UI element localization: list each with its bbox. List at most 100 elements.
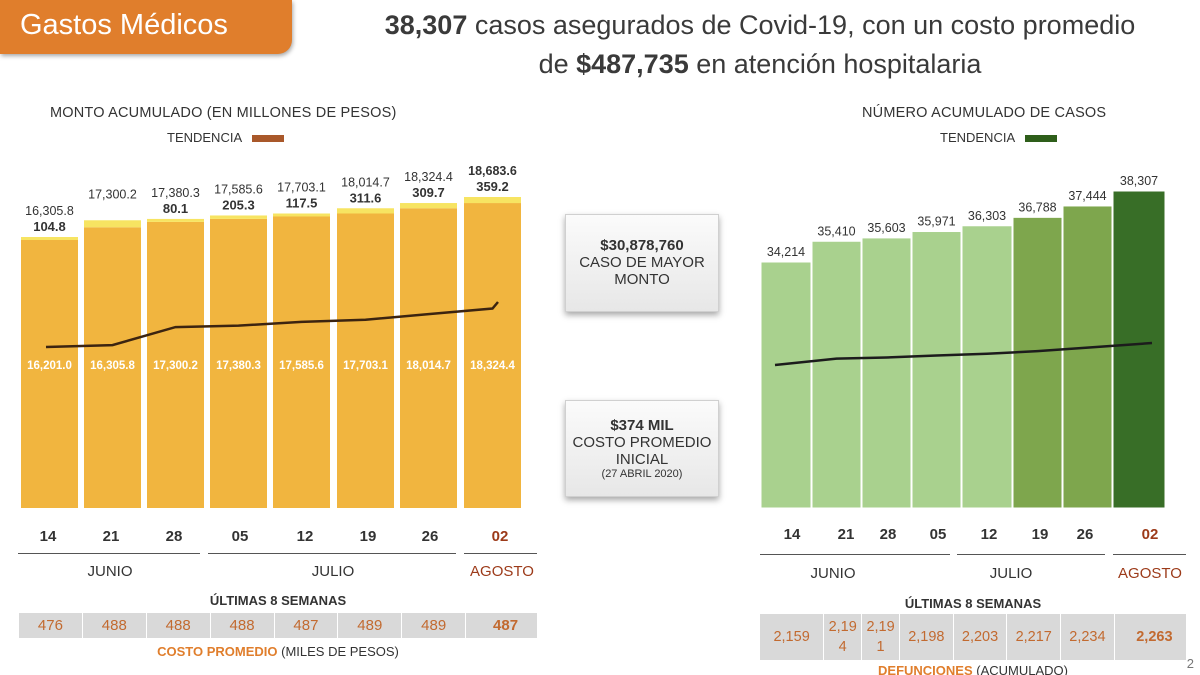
headline-line-1: 38,307 casos asegurados de Covid-19, con… (330, 6, 1190, 45)
cases-label: 36,303 (968, 209, 1006, 223)
cases-label: 36,788 (1018, 200, 1056, 214)
amount-bar (84, 227, 141, 509)
cases-bar (911, 231, 962, 509)
left-june-divider (18, 553, 200, 554)
base-amount-label: 17,585.6 (279, 360, 324, 372)
left-week-cell: 487 (493, 617, 519, 634)
cases-label: 35,971 (917, 215, 955, 229)
left-day-label: 19 (359, 528, 377, 545)
left-day-label: 26 (421, 528, 439, 545)
right-weeks-strip: 2,159 2,19 4 2,19 1 2,198 2,203 2,217 2,… (760, 614, 1186, 660)
total-amount-label: 16,305.8 (25, 204, 74, 218)
max-case-line-2: MONTO (614, 271, 670, 288)
left-day-label: 14 (39, 528, 57, 545)
left-july-divider (208, 553, 456, 554)
headline-cases-number: 38,307 (384, 10, 468, 40)
section-badge: Gastos Médicos (0, 0, 292, 54)
right-chart-title: NÚMERO ACUMULADO DE CASOS (862, 105, 1107, 121)
initial-cost-box: $374 MIL COSTO PROMEDIO INICIAL (27 ABRI… (565, 400, 719, 497)
right-week-cell: 2,159 (760, 614, 825, 660)
amount-bar-cap (21, 237, 78, 240)
headline-line-2-prefix: de (538, 49, 577, 79)
right-trend-legend: TENDENCIA (940, 130, 1058, 145)
amount-bar-cap (400, 203, 457, 209)
right-june-divider (760, 554, 950, 555)
right-week-cell: 2,19 4 (824, 614, 863, 660)
amount-bar (210, 218, 267, 508)
weekly-amount-label: 359.2 (476, 179, 509, 194)
amount-bar-cap (337, 208, 394, 214)
left-day-label: 12 (296, 528, 314, 545)
page-number: 2 (1186, 656, 1194, 671)
headline-line-2-text: en atención hospitalaria (688, 49, 982, 79)
headline-line-1-text: casos asegurados de Covid-19, con un cos… (467, 10, 1136, 40)
right-day-label: 19 (1031, 526, 1049, 543)
base-amount-label: 17,703.1 (343, 360, 388, 372)
base-amount-label: 17,300.2 (153, 360, 198, 372)
weekly-amount-label: 205.3 (222, 197, 255, 212)
cases-bar (861, 237, 912, 509)
max-case-line-1: CASO DE MAYOR (579, 254, 705, 271)
right-week-cell: 2,198 (900, 614, 954, 660)
left-day-label: 28 (165, 528, 183, 545)
left-month-july: JULIO (311, 563, 355, 580)
cases-bar (1112, 190, 1166, 509)
left-caption-rest: (MILES DE PESOS) (277, 644, 399, 659)
right-caption-accent: DEFUNCIONES (878, 664, 973, 675)
amount-bar (147, 221, 204, 508)
right-month-august: AGOSTO (1118, 565, 1182, 582)
left-caption-accent: COSTO PROMEDIO (157, 644, 278, 659)
headline: 38,307 casos asegurados de Covid-19, con… (330, 6, 1190, 84)
weekly-amount-label: 117.5 (286, 195, 318, 210)
amount-bar (337, 213, 394, 508)
left-august-divider (464, 553, 537, 554)
right-week-cell: 2,263 (1136, 629, 1173, 645)
left-trend-label: TENDENCIA (167, 130, 243, 145)
right-day-label: 14 (783, 526, 801, 543)
right-month-june: JUNIO (810, 565, 856, 582)
right-week-cell: 2,19 1 (862, 614, 901, 660)
total-amount-label: 17,703.1 (277, 180, 326, 194)
left-month-august: AGOSTO (470, 563, 534, 580)
left-week-cell: 488 (211, 613, 275, 638)
right-august-divider (1113, 554, 1186, 555)
base-amount-label: 18,324.4 (470, 360, 515, 372)
cases-label: 38,307 (1120, 174, 1158, 188)
left-weeks-title: ÚLTIMAS 8 SEMANAS (209, 593, 347, 608)
right-day-label: 12 (980, 526, 998, 543)
right-week-cell: 2,203 (954, 614, 1008, 660)
cases-bar (1012, 216, 1063, 509)
left-week-cell: 488 (83, 613, 147, 638)
right-day-label: 26 (1076, 526, 1094, 543)
total-amount-label: 17,585.6 (214, 182, 263, 196)
total-amount-label: 18,014.7 (341, 175, 390, 189)
right-weeks-title: ÚLTIMAS 8 SEMANAS (904, 596, 1042, 611)
total-amount-label: 18,324.4 (404, 170, 453, 184)
right-day-label: 05 (929, 526, 947, 543)
weekly-amount-label: 80.1 (163, 201, 188, 216)
left-month-june: JUNIO (87, 563, 133, 580)
amount-bar-cap (464, 197, 521, 204)
left-trend-legend: TENDENCIA (167, 130, 285, 145)
initial-cost-date: (27 ABRIL 2020) (601, 468, 683, 480)
initial-cost-amount: $374 MIL (610, 417, 674, 434)
max-case-amount: $30,878,760 (600, 237, 684, 254)
base-amount-label: 16,305.8 (90, 360, 135, 372)
base-amount-label: 17,380.3 (216, 360, 261, 372)
right-day-label: 21 (837, 526, 855, 543)
right-trend-label: TENDENCIA (940, 130, 1016, 145)
right-week-cell: 2,234 (1061, 614, 1115, 660)
cases-bar (961, 225, 1013, 509)
left-week-cell: 487 (275, 613, 339, 638)
left-caption: COSTO PROMEDIO (MILES DE PESOS) (18, 644, 538, 659)
headline-line-2: de $487,735 en atención hospitalaria (330, 45, 1190, 84)
amount-bar (464, 203, 521, 509)
cases-label: 37,444 (1068, 189, 1106, 203)
left-day-label: 05 (231, 528, 249, 545)
cases-label: 35,603 (867, 221, 905, 235)
amount-bar-cap (210, 215, 267, 219)
left-trend-swatch (252, 135, 285, 143)
cases-label: 35,410 (817, 224, 855, 238)
right-day-label: 28 (879, 526, 897, 543)
total-amount-label: 17,300.2 (88, 187, 137, 201)
